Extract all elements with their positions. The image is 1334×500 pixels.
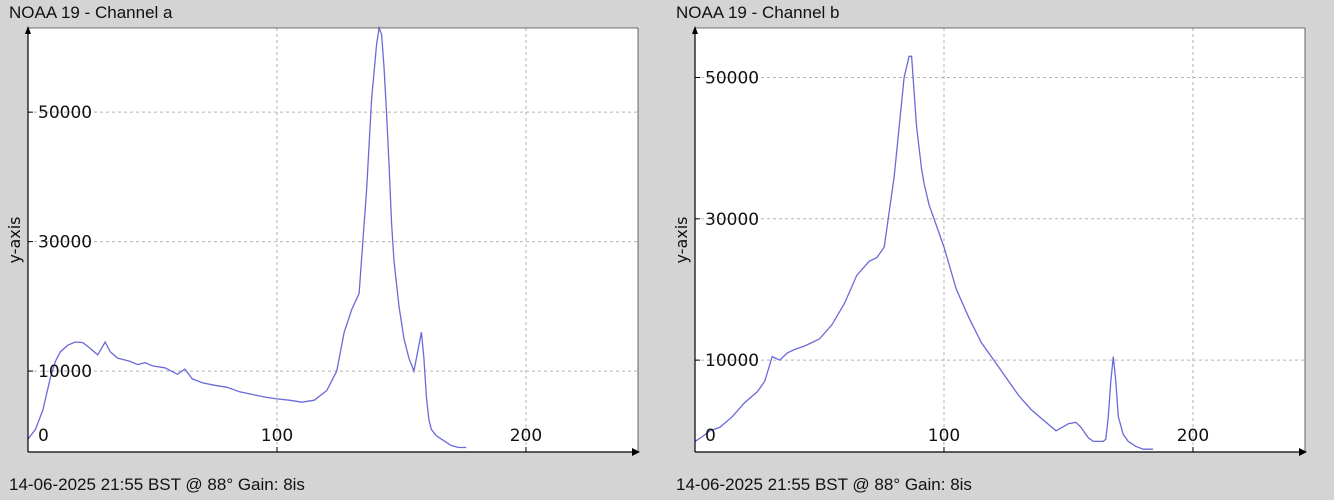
x-tick-label: 100: [928, 426, 960, 446]
x-axis-arrow: [1299, 448, 1307, 456]
x-tick-label: 0: [705, 426, 716, 446]
y-tick-label: 10000: [705, 351, 759, 371]
y-axis-arrow: [25, 26, 31, 34]
y-axis-label: y-axis: [672, 216, 691, 263]
chart-title: NOAA 19 - Channel b: [676, 3, 840, 22]
chart-footer: 14-06-2025 21:55 BST @ 88° Gain: 8is: [676, 475, 972, 494]
y-tick-label: 30000: [705, 210, 759, 230]
y-tick-label: 10000: [38, 362, 92, 382]
y-tick-label: 50000: [38, 103, 92, 123]
y-axis-label: y-axis: [5, 216, 24, 263]
x-tick-label: 200: [510, 426, 542, 446]
x-tick-label: 100: [261, 426, 293, 446]
plot-area: [28, 28, 638, 452]
x-axis-arrow: [632, 448, 640, 456]
series-line: [694, 55, 1154, 450]
x-tick-label: 0: [38, 426, 49, 446]
chart-footer: 14-06-2025 21:55 BST @ 88° Gain: 8is: [9, 475, 305, 494]
line-chart: 10000 30000 50000 0 100 200 y-axis: [5, 25, 640, 456]
chart-panel-b: NOAA 19 - Channel b 10000 30000 50000 0 100 2…: [667, 0, 1334, 500]
y-axis-arrow: [692, 26, 698, 34]
line-chart: 10000 30000 50000 0 100 200 y-axis: [672, 26, 1307, 456]
chart-panel-a: NOAA 19 - Channel a 10000 30000 50000 0 100 2…: [5, 3, 640, 494]
chart-title: NOAA 19 - Channel a: [9, 3, 173, 22]
x-tick-label: 200: [1177, 426, 1209, 446]
plot-area: [695, 28, 1305, 452]
y-tick-label: 30000: [38, 233, 92, 253]
y-tick-label: 50000: [705, 68, 759, 88]
series-line: [27, 25, 467, 449]
